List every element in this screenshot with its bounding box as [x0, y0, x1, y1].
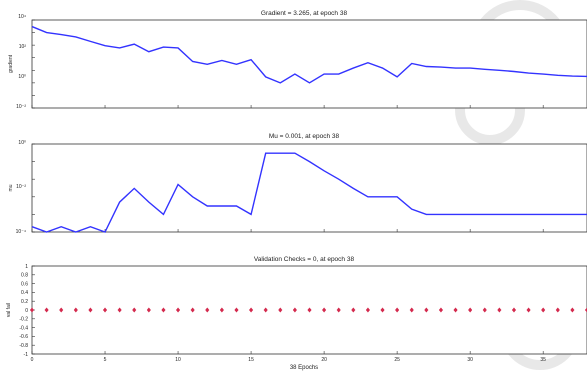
data-point: [321, 307, 327, 313]
x-tick-label: 35: [540, 357, 546, 363]
y-tick-label: -0.4: [19, 325, 28, 331]
mu-x-ticks: [31, 229, 544, 232]
data-point: [190, 307, 195, 313]
data-point: [161, 307, 166, 313]
data-point: [263, 307, 268, 313]
series-line: [31, 25, 587, 84]
gradient-panel-title: Gradient = 3.265, at epoch 38: [261, 10, 348, 17]
data-point: [248, 307, 254, 313]
gradient-ytick-label: 10⁻²: [16, 104, 26, 110]
y-tick-label: 0.6: [21, 281, 28, 287]
data-point: [29, 307, 35, 313]
x-tick-label: 25: [394, 357, 400, 363]
y-tick-label: 1: [25, 264, 28, 270]
data-point: [219, 307, 224, 313]
validation-ylabel: val fail: [6, 303, 12, 317]
x-tick-label: 30: [467, 357, 473, 363]
gradient-series: [31, 25, 587, 84]
x-tick-label: 20: [321, 357, 327, 363]
data-point: [438, 307, 444, 313]
mu-panel: Mu = 0.001, at epoch 38 mu 10⁰ 10⁻² 10⁻⁴: [8, 133, 587, 235]
mu-ytick-label: 10⁻²: [16, 184, 26, 190]
data-point: [424, 307, 429, 313]
mu-y-ticks: [32, 143, 35, 233]
validation-ytick-labels: -1 -0.8 -0.6 -0.4 -0.2 0 0.2 0.4 0.6 0.8 1: [19, 264, 28, 358]
mu-panel-title: Mu = 0.001, at epoch 38: [269, 133, 340, 140]
y-tick-label: 0.2: [21, 299, 28, 305]
data-point: [234, 307, 239, 313]
data-point: [468, 307, 473, 313]
mu-plot-area: [31, 143, 587, 233]
data-point: [102, 307, 108, 313]
data-point: [59, 307, 64, 313]
y-tick-label: -1: [24, 352, 29, 358]
data-point: [73, 307, 78, 313]
data-point: [336, 307, 341, 313]
validation-series: [29, 307, 587, 313]
mu-ytick-label: 10⁻⁴: [16, 229, 26, 235]
data-point: [132, 307, 137, 313]
data-point: [365, 307, 371, 313]
data-point: [541, 307, 546, 313]
mu-series: [31, 152, 587, 233]
x-tick-label: 15: [248, 357, 254, 363]
data-point: [44, 307, 49, 313]
validation-xtick-labels: 0 5 10 15 20 25 30 35: [31, 357, 547, 363]
mu-ytick-label: 10⁰: [18, 140, 26, 146]
gradient-ylabel: gradient: [8, 54, 14, 73]
y-tick-label: -0.2: [19, 317, 28, 323]
y-tick-label: -0.6: [19, 334, 28, 340]
gradient-ytick-label: 10⁴: [18, 14, 26, 20]
validation-x-ticks: [31, 351, 544, 354]
data-point: [380, 307, 385, 313]
data-point: [511, 307, 517, 313]
data-point: [292, 307, 298, 313]
validation-panel-title: Validation Checks = 0, at epoch 38: [254, 256, 355, 263]
gradient-ytick-label: 10²: [19, 44, 27, 50]
x-tick-label: 5: [104, 357, 107, 363]
x-tick-label: 0: [31, 357, 34, 363]
data-point: [409, 307, 414, 313]
validation-panel: Validation Checks = 0, at epoch 38 val f…: [6, 256, 587, 371]
gradient-panel: Gradient = 3.265, at epoch 38 gradient 1…: [8, 10, 587, 110]
data-point: [482, 307, 487, 313]
data-point: [205, 307, 210, 313]
data-point: [570, 307, 575, 313]
data-point: [526, 307, 531, 313]
y-tick-label: 0.4: [21, 290, 28, 296]
data-point: [175, 307, 181, 313]
data-point: [555, 307, 560, 313]
data-point: [351, 307, 356, 313]
gradient-x-ticks: [31, 105, 544, 108]
x-tick-label: 10: [175, 357, 181, 363]
data-point: [278, 307, 283, 313]
y-tick-label: -0.8: [19, 343, 28, 349]
data-point: [395, 307, 400, 313]
mu-ylabel: mu: [8, 184, 14, 191]
data-point: [453, 307, 458, 313]
y-tick-label: 0.8: [21, 273, 28, 279]
gradient-ytick-label: 10⁰: [18, 74, 26, 80]
validation-xlabel: 38 Epochs: [290, 365, 318, 371]
data-point: [146, 307, 151, 313]
data-point: [497, 307, 502, 313]
series-line: [31, 152, 587, 233]
data-point: [88, 307, 93, 313]
data-point: [117, 307, 122, 313]
gradient-y-ticks: [32, 19, 35, 109]
gradient-plot-area: [31, 19, 587, 109]
y-tick-label: 0: [25, 308, 28, 314]
data-point: [307, 307, 312, 313]
